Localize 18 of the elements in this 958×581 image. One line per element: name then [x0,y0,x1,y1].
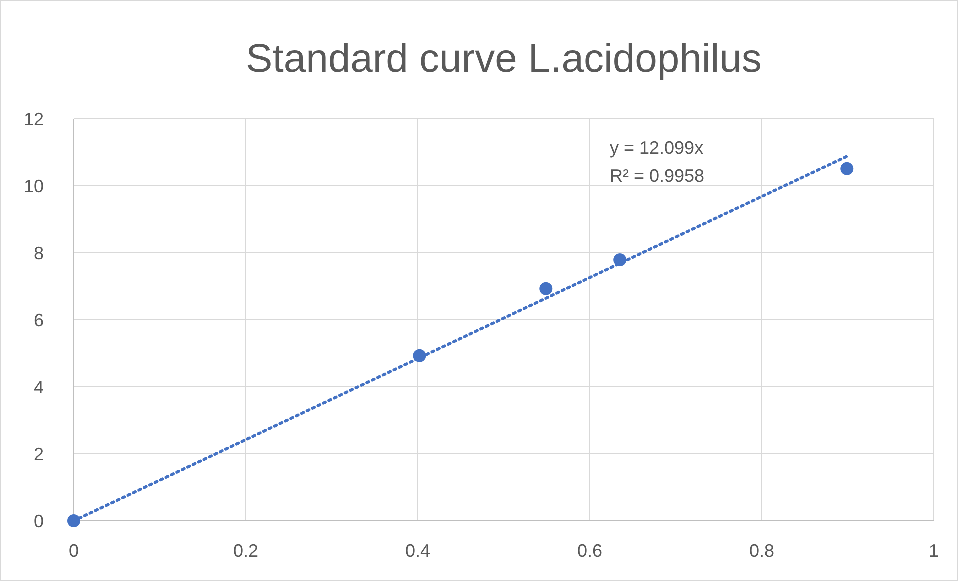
annotation: y = 12.099x [610,138,704,158]
y-tick-label: 2 [34,444,44,464]
x-tick-label: 0.4 [405,541,431,561]
y-tick-label: 10 [24,176,44,196]
y-tick-label: 4 [34,377,44,398]
point [540,282,553,296]
point [840,162,854,176]
x-tick-label: 0.8 [749,541,775,561]
annotation: R² = 0.9958 [610,166,705,186]
x-tick-label: 0 [68,541,80,561]
y-tick-label: 12 [24,109,44,130]
x-tick-label: 0.2 [233,541,259,561]
y-tick-label: 8 [34,243,44,264]
y-tick-label: 6 [34,310,44,330]
chart-title: Standard curve L.acidophilus [246,37,762,81]
x-tick-label: 0.6 [577,541,603,561]
x-tick-label: 1 [928,541,940,561]
y-tick-label: 0 [34,511,44,532]
